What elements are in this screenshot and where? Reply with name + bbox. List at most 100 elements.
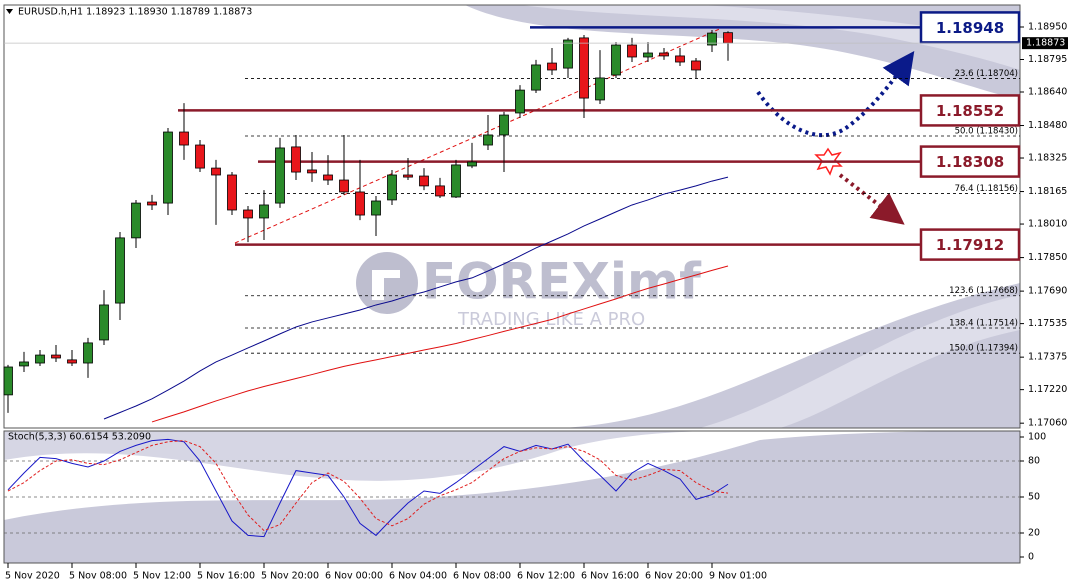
candle-body	[643, 52, 653, 58]
x-tick-label: 6 Nov 20:00	[645, 571, 703, 582]
candle-body	[499, 114, 509, 136]
stoch-title: Stoch(5,3,3) 60.6154 53.2090	[8, 432, 151, 443]
candle-body	[595, 77, 605, 101]
candle-body	[563, 39, 573, 69]
x-tick-label: 6 Nov 04:00	[389, 571, 447, 582]
x-tick-label: 5 Nov 16:00	[197, 571, 255, 582]
y-tick-label: 1.18640	[1028, 86, 1067, 97]
candle-body	[99, 304, 109, 341]
candle-body	[659, 52, 669, 57]
candle-body	[163, 131, 173, 204]
y-tick-label: 1.18165	[1028, 186, 1067, 197]
level-label: 1.18948	[936, 19, 1004, 37]
candle-body	[323, 174, 333, 181]
y-tick-label: 1.18950	[1028, 22, 1067, 33]
candle-body	[35, 354, 45, 364]
x-tick-label: 5 Nov 20:00	[261, 571, 319, 582]
stoch-background-shapes	[4, 431, 1020, 563]
candle-body	[339, 179, 349, 193]
candle-body	[51, 354, 61, 359]
x-tick-label: 6 Nov 00:00	[325, 571, 383, 582]
level-box	[919, 228, 1021, 261]
candle-body	[179, 131, 189, 146]
level-label: 1.18308	[936, 153, 1004, 171]
candle-body	[83, 342, 93, 364]
candle-body	[691, 60, 701, 71]
x-tick-label: 9 Nov 01:00	[709, 571, 767, 582]
fib-label: 50.0 (1.18430)	[955, 127, 1018, 137]
y-tick-label: 20	[1028, 528, 1040, 539]
candle-body	[419, 175, 429, 187]
candle-body	[291, 146, 301, 173]
candle-body	[547, 62, 557, 71]
indicator-line	[7, 440, 729, 532]
x-tick-label: 5 Nov 08:00	[69, 571, 127, 582]
y-tick-label: 1.17060	[1028, 418, 1067, 429]
indicator-line	[151, 265, 729, 423]
x-tick-label: 5 Nov 2020	[5, 571, 60, 582]
candle-body	[19, 361, 29, 367]
watermark-logo-mark	[372, 270, 400, 300]
y-tick-label: 1.17690	[1028, 286, 1067, 297]
candle-body	[675, 55, 685, 63]
candle-body	[275, 147, 285, 204]
x-tick-label: 6 Nov 12:00	[517, 571, 575, 582]
level-label: 1.18552	[936, 102, 1004, 120]
candle-body	[243, 209, 253, 219]
candle-body	[211, 167, 221, 176]
candle-body	[435, 185, 445, 197]
y-tick-label: 100	[1028, 432, 1046, 443]
candle-body	[483, 134, 493, 146]
level-box	[919, 11, 1021, 44]
candle-body	[307, 169, 317, 174]
chart-title: EURUSD.h,H1 1.18923 1.18930 1.18789 1.18…	[18, 7, 252, 18]
y-tick-label: 80	[1028, 456, 1040, 467]
candle-body	[723, 32, 733, 44]
level-box	[919, 145, 1021, 178]
y-tick-label: 1.18795	[1028, 54, 1067, 65]
level-label: 1.17912	[936, 236, 1004, 254]
y-tick-label: 1.18480	[1028, 120, 1067, 131]
indicator-line	[103, 176, 729, 420]
candle-body	[355, 191, 365, 216]
candle-body	[579, 37, 589, 99]
candle-body	[707, 32, 717, 46]
y-tick-label: 50	[1028, 492, 1040, 503]
x-tick-label: 5 Nov 12:00	[133, 571, 191, 582]
candle-body	[371, 200, 381, 216]
main-frame	[3, 4, 1021, 429]
candle-body	[3, 366, 13, 396]
candle-body	[515, 89, 525, 114]
candle-body	[627, 44, 637, 58]
y-tick-label: 0	[1028, 552, 1034, 563]
y-tick-label: 1.18010	[1028, 219, 1067, 230]
y-tick-label: 1.17220	[1028, 384, 1067, 395]
fib-label: 76.4 (1.18156)	[955, 184, 1018, 194]
fib-label: 138.4 (1.17514)	[949, 319, 1018, 329]
current-price-label: 1.18873	[1026, 38, 1065, 49]
y-tick-label: 1.17850	[1028, 252, 1067, 263]
fib-trendline	[234, 26, 725, 244]
y-tick-label: 1.17535	[1028, 318, 1067, 329]
indicator-line	[7, 438, 729, 538]
candle-body	[611, 44, 621, 76]
x-tick-label: 6 Nov 16:00	[581, 571, 639, 582]
candle-body	[115, 237, 125, 304]
y-tick-label: 1.17375	[1028, 352, 1067, 363]
candle-body	[531, 64, 541, 91]
menu-icon	[6, 9, 13, 14]
candle-body	[387, 174, 397, 201]
candle-body	[451, 164, 461, 198]
candle-body	[147, 201, 157, 206]
candle-body	[403, 174, 413, 178]
fib-label: 150.0 (1.17394)	[949, 344, 1018, 354]
watermark-name: FOREXimf	[422, 253, 702, 311]
candle-body	[131, 202, 141, 239]
candle-body	[259, 204, 269, 219]
candle-body	[67, 359, 77, 364]
fib-label: 123.6 (1.17668)	[949, 286, 1018, 296]
y-tick-label: 1.18325	[1028, 153, 1067, 164]
candle-body	[227, 174, 237, 211]
current-price-box	[1022, 37, 1068, 50]
